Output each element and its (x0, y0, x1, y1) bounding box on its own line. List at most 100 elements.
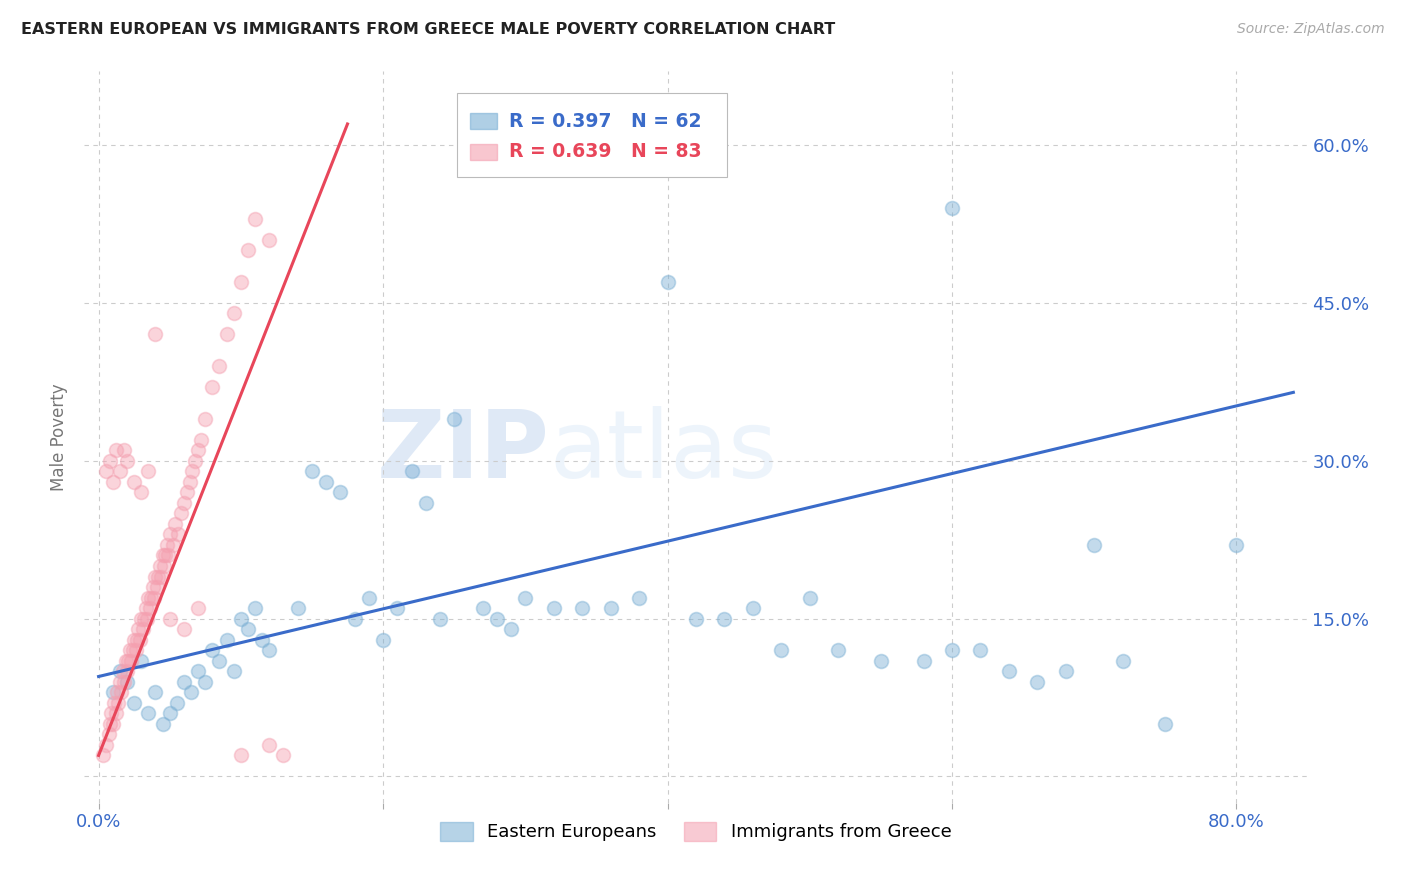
Point (179, 475, 201, 489)
Point (148, 569, 170, 583)
Point (941, 201, 963, 215)
Point (941, 643, 963, 657)
Point (121, 643, 143, 657)
Point (273, 748, 295, 763)
Point (141, 591, 163, 605)
Point (176, 485, 198, 500)
Point (194, 411, 217, 425)
Point (1111, 654, 1133, 668)
Point (870, 654, 893, 668)
Point (162, 538, 184, 552)
Point (159, 706, 181, 721)
Point (181, 464, 204, 478)
FancyBboxPatch shape (470, 113, 496, 129)
Point (628, 591, 651, 605)
Point (515, 591, 537, 605)
Point (236, 622, 259, 636)
Point (657, 275, 679, 289)
Point (222, 665, 245, 679)
Point (156, 538, 179, 552)
Point (499, 622, 522, 636)
Point (124, 643, 146, 657)
Point (129, 485, 152, 500)
Point (138, 706, 160, 721)
Point (135, 601, 157, 615)
Point (259, 738, 281, 752)
Text: R = 0.397   N = 62: R = 0.397 N = 62 (509, 112, 702, 130)
Point (138, 464, 160, 478)
Point (115, 665, 138, 679)
Point (215, 632, 238, 647)
Point (685, 612, 707, 626)
Text: ZIP: ZIP (377, 406, 550, 498)
Text: Source: ZipAtlas.com: Source: ZipAtlas.com (1237, 22, 1385, 37)
Point (471, 601, 494, 615)
Point (152, 549, 174, 563)
Point (138, 591, 160, 605)
Point (111, 665, 134, 679)
Point (571, 601, 593, 615)
Point (741, 601, 763, 615)
Point (104, 706, 127, 721)
Point (145, 569, 167, 583)
Point (229, 748, 252, 763)
Point (713, 612, 735, 626)
Point (129, 612, 152, 626)
Point (108, 674, 131, 689)
Point (166, 696, 188, 710)
Point (91, 748, 114, 763)
Point (236, 244, 259, 258)
Point (167, 527, 190, 541)
Point (543, 601, 565, 615)
Point (301, 464, 323, 478)
Point (215, 327, 238, 342)
Point (101, 475, 124, 489)
Point (287, 601, 309, 615)
FancyBboxPatch shape (457, 94, 727, 178)
Point (122, 632, 145, 647)
Point (103, 696, 125, 710)
Legend: Eastern Europeans, Immigrants from Greece: Eastern Europeans, Immigrants from Greec… (433, 814, 959, 848)
Point (1225, 538, 1247, 552)
Point (259, 643, 281, 657)
Point (100, 706, 122, 721)
Point (94, 464, 117, 478)
Point (184, 454, 207, 468)
Point (401, 464, 423, 478)
Point (770, 643, 793, 657)
Point (115, 674, 138, 689)
Point (159, 612, 181, 626)
Point (127, 622, 149, 636)
Point (1026, 674, 1049, 689)
Point (128, 632, 150, 647)
Point (599, 601, 621, 615)
Point (357, 591, 380, 605)
Text: EASTERN EUROPEAN VS IMMIGRANTS FROM GREECE MALE POVERTY CORRELATION CHART: EASTERN EUROPEAN VS IMMIGRANTS FROM GREE… (21, 22, 835, 37)
Point (329, 485, 352, 500)
Point (97, 727, 120, 741)
Point (250, 632, 273, 647)
Point (187, 443, 209, 458)
Point (1054, 665, 1077, 679)
Point (799, 591, 821, 605)
Point (187, 665, 209, 679)
Point (157, 549, 180, 563)
Point (153, 559, 176, 574)
Point (429, 612, 451, 626)
Point (1083, 538, 1105, 552)
Point (1154, 717, 1177, 731)
Point (98, 454, 121, 468)
Point (371, 632, 394, 647)
Point (98, 717, 121, 731)
Point (415, 496, 437, 510)
Point (125, 632, 148, 647)
Point (122, 696, 145, 710)
Point (146, 580, 169, 594)
Point (131, 622, 153, 636)
Point (173, 496, 195, 510)
Point (243, 601, 266, 615)
Point (142, 580, 165, 594)
Point (343, 612, 366, 626)
Point (485, 612, 508, 626)
Point (112, 443, 135, 458)
